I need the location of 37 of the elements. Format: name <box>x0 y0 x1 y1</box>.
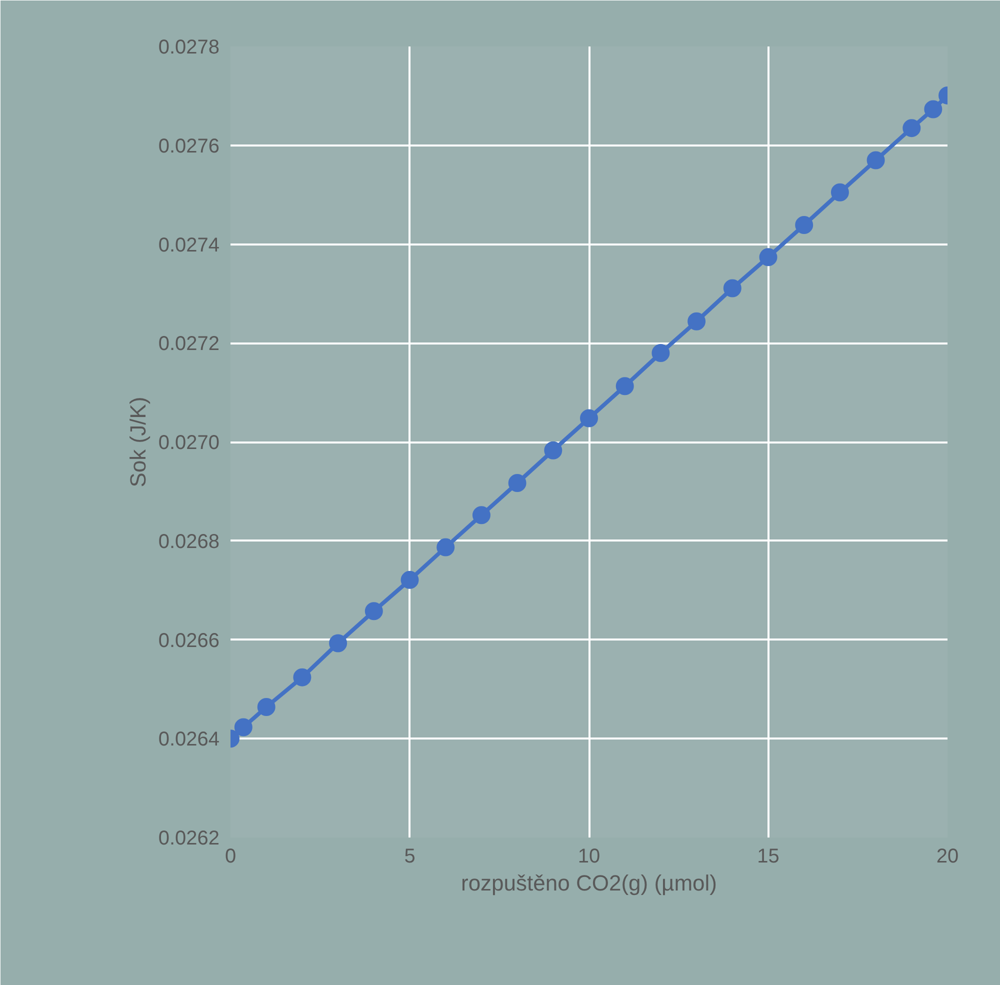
y-tick-label: 0.0272 <box>158 333 220 356</box>
point <box>902 119 921 138</box>
x-tick-label: 20 <box>936 846 959 868</box>
point <box>293 668 312 686</box>
point <box>866 151 885 170</box>
point <box>257 698 276 716</box>
point <box>795 216 814 234</box>
point <box>400 570 419 589</box>
y-tick-label: 0.0268 <box>158 530 220 553</box>
x-tick-label: 5 <box>404 846 416 868</box>
point <box>580 409 598 428</box>
point <box>924 100 942 118</box>
point <box>329 634 348 652</box>
y-tick-label: 0.0270 <box>158 432 220 454</box>
point <box>508 474 526 492</box>
x-axis-title: rozpuštěno CO2(g) (µmol) <box>461 870 717 896</box>
y-tick-label: 0.0274 <box>158 234 220 256</box>
point <box>364 602 383 620</box>
point <box>234 718 252 736</box>
x-tick-label: 0 <box>224 846 236 868</box>
point <box>544 441 562 460</box>
y-tick-label: 0.0278 <box>158 36 220 58</box>
y-axis-title: Sok (J/K) <box>125 396 150 488</box>
y-tick-label: 0.0266 <box>158 630 220 652</box>
y-tick-label: 0.0262 <box>158 828 220 850</box>
x-tick-label: 15 <box>757 846 780 868</box>
point <box>688 312 706 330</box>
y-tick-label: 0.0264 <box>158 728 220 751</box>
point <box>436 538 455 556</box>
point <box>759 248 778 266</box>
point <box>652 344 670 362</box>
x-tick-label: 10 <box>578 846 600 868</box>
point <box>830 183 849 202</box>
point <box>472 506 490 524</box>
point <box>616 377 634 396</box>
point <box>723 279 742 298</box>
y-tick-label: 0.0276 <box>158 135 220 158</box>
